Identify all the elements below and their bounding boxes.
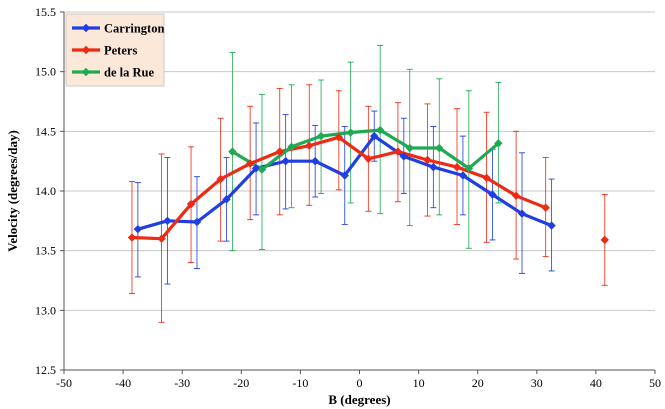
x-tick-label: 30 bbox=[531, 376, 543, 390]
data-point-1 bbox=[157, 234, 166, 243]
data-point-0 bbox=[133, 224, 143, 234]
data-point-0 bbox=[340, 171, 349, 180]
data-point-1 bbox=[216, 174, 225, 184]
data-point-0 bbox=[310, 156, 320, 166]
data-point-2 bbox=[287, 142, 296, 152]
data-point-1 bbox=[482, 173, 491, 183]
data-point-1 bbox=[186, 199, 196, 209]
data-point-1 bbox=[452, 162, 462, 172]
x-tick-label: 40 bbox=[590, 376, 602, 390]
data-point-0 bbox=[399, 152, 409, 161]
legend: Carrington Peters de la Rue bbox=[65, 13, 165, 87]
data-point-0 bbox=[488, 190, 497, 199]
data-point-0 bbox=[251, 164, 261, 173]
data-point-1 bbox=[334, 133, 344, 142]
data-point-2 bbox=[405, 143, 414, 153]
data-point-0 bbox=[517, 209, 527, 218]
y-tick-label: 12.5 bbox=[35, 363, 56, 377]
data-point-0 bbox=[547, 221, 556, 230]
data-point-1 bbox=[275, 147, 284, 156]
y-tick-label: 15.5 bbox=[35, 5, 56, 19]
data-point-0 bbox=[163, 216, 172, 226]
data-point-1 bbox=[600, 235, 609, 245]
data-point-0 bbox=[370, 131, 379, 141]
legend-label: de la Rue bbox=[104, 66, 154, 80]
y-tick-label: 15.0 bbox=[35, 65, 56, 79]
data-point-2 bbox=[228, 147, 237, 156]
data-point-2 bbox=[346, 128, 355, 137]
x-tick-label: -20 bbox=[233, 376, 249, 390]
x-tick-label: 0 bbox=[357, 376, 363, 390]
x-tick-label: -50 bbox=[56, 376, 72, 390]
series-line-2 bbox=[231, 128, 500, 172]
legend-label: Peters bbox=[104, 44, 137, 58]
axis-layer: 12.5 13.0 13.5 14.0 14.5 15.0 15.5 -50 -40 -30 -20… bbox=[35, 5, 661, 390]
data-point-0 bbox=[281, 156, 290, 166]
legend-swatch-marker bbox=[81, 67, 91, 77]
x-tick-label: 20 bbox=[472, 376, 484, 390]
data-point-2 bbox=[257, 165, 267, 174]
data-point-0 bbox=[192, 217, 202, 227]
y-axis-title: Velocity (degrees/day) bbox=[5, 130, 20, 252]
x-tick-label: -40 bbox=[115, 376, 131, 390]
y-tick-label: 13.0 bbox=[35, 303, 56, 317]
data-point-2 bbox=[375, 125, 385, 135]
x-axis-title: B (degrees) bbox=[328, 392, 390, 407]
data-point-1 bbox=[541, 203, 550, 212]
errorbar-layer bbox=[128, 44, 608, 323]
data-point-0 bbox=[458, 171, 468, 180]
data-point-1 bbox=[393, 147, 403, 156]
data-point-1 bbox=[305, 141, 314, 150]
data-point-1 bbox=[364, 154, 373, 163]
data-point-1 bbox=[245, 159, 255, 168]
x-tick-label: 50 bbox=[649, 376, 661, 390]
data-point-2 bbox=[494, 139, 503, 148]
series-layer bbox=[127, 125, 609, 245]
data-point-1 bbox=[127, 233, 137, 242]
y-tick-label: 14.5 bbox=[35, 124, 56, 138]
x-tick-label: -30 bbox=[174, 376, 190, 390]
y-tick-label: 13.5 bbox=[35, 244, 56, 258]
legend-label: Carrington bbox=[104, 22, 164, 36]
y-tick-label: 14.0 bbox=[35, 184, 56, 198]
legend-swatch-marker bbox=[81, 23, 91, 33]
data-point-0 bbox=[429, 162, 438, 172]
data-point-2 bbox=[316, 131, 326, 141]
legend-swatch-marker bbox=[81, 45, 91, 55]
data-point-0 bbox=[222, 195, 231, 204]
data-point-1 bbox=[511, 191, 521, 200]
data-point-2 bbox=[464, 164, 474, 173]
x-tick-label: -10 bbox=[292, 376, 308, 390]
data-point-2 bbox=[435, 143, 444, 153]
data-point-1 bbox=[423, 155, 432, 165]
x-tick-label: 10 bbox=[413, 376, 425, 390]
